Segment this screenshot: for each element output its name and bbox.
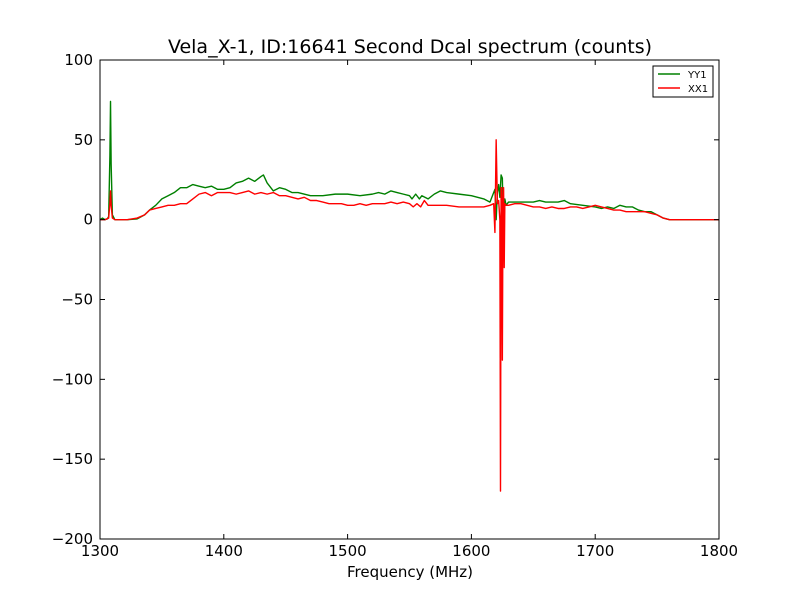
chart-title: Vela_X-1, ID:16641 Second Dcal spectrum … — [168, 36, 652, 58]
y-tick-label: −50 — [61, 291, 93, 309]
y-tick-label: 100 — [64, 51, 93, 69]
y-tick-label: −200 — [52, 530, 93, 548]
y-tick-label: 50 — [74, 131, 93, 149]
legend-label-yy1: YY1 — [687, 70, 707, 81]
x-tick-label: 1600 — [452, 542, 490, 560]
legend-box — [652, 65, 714, 98]
x-tick-label: 1800 — [700, 542, 738, 560]
x-tick-label: 1700 — [576, 542, 614, 560]
x-tick-label: 1400 — [205, 542, 243, 560]
legend-label-xx1: XX1 — [688, 84, 708, 95]
x-tick-label: 1500 — [329, 542, 367, 560]
series-line-yy1 — [100, 100, 719, 237]
y-tick-label: −150 — [52, 450, 93, 468]
series-line-xx1 — [100, 139, 719, 492]
x-axis-label: Frequency (MHz) — [347, 563, 473, 581]
y-tick-label: 0 — [83, 211, 93, 229]
plot-area: 1300 1400 1500 1600 1700 1800 −200 −150 −100 −50 0… — [52, 51, 738, 560]
x-tick-label: 1300 — [81, 542, 119, 560]
y-tick-label: −100 — [52, 370, 93, 388]
